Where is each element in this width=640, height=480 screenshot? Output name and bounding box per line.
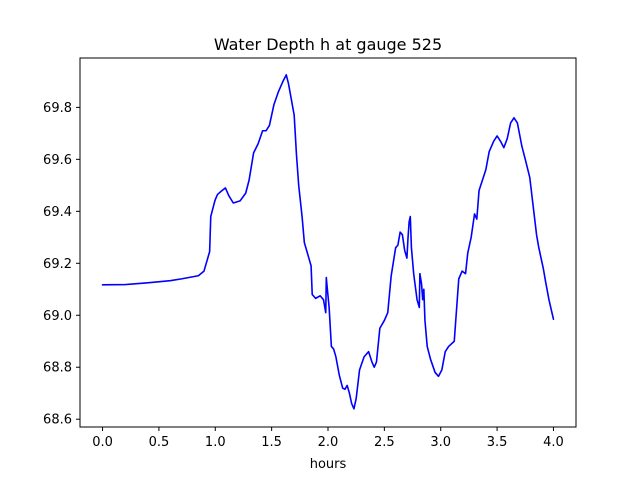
x-tick-label: 4.0 <box>543 435 564 450</box>
y-tick-label: 69.8 <box>43 101 72 116</box>
y-tick-label: 69.4 <box>43 205 72 220</box>
x-tick-label: 1.0 <box>205 435 226 450</box>
y-tick-label: 69.6 <box>43 153 72 168</box>
y-tick-label: 69.2 <box>43 257 72 272</box>
y-tick-label: 68.6 <box>43 413 72 428</box>
x-tick-label: 0.0 <box>92 435 113 450</box>
y-tick-label: 69.0 <box>43 309 72 324</box>
series-line <box>101 74 555 410</box>
x-tick-label: 2.0 <box>318 435 339 450</box>
axes-frame <box>79 57 577 428</box>
chart-title: Water Depth h at gauge 525 <box>214 35 442 54</box>
x-tick-label: 0.5 <box>149 435 170 450</box>
y-axis: 68.6 68.8 69.0 69.2 69.4 69.6 69.8 <box>43 101 80 428</box>
plot-area <box>101 74 555 410</box>
y-tick-label: 68.8 <box>43 361 72 376</box>
x-tick-label: 2.5 <box>374 435 395 450</box>
x-axis-label: hours <box>310 457 347 472</box>
x-tick-label: 3.0 <box>430 435 451 450</box>
x-tick-label: 3.5 <box>487 435 508 450</box>
x-axis: 0.0 0.5 1.0 1.5 2.0 2.5 3.0 3.5 4.0 <box>92 427 564 450</box>
x-tick-label: 1.5 <box>261 435 282 450</box>
